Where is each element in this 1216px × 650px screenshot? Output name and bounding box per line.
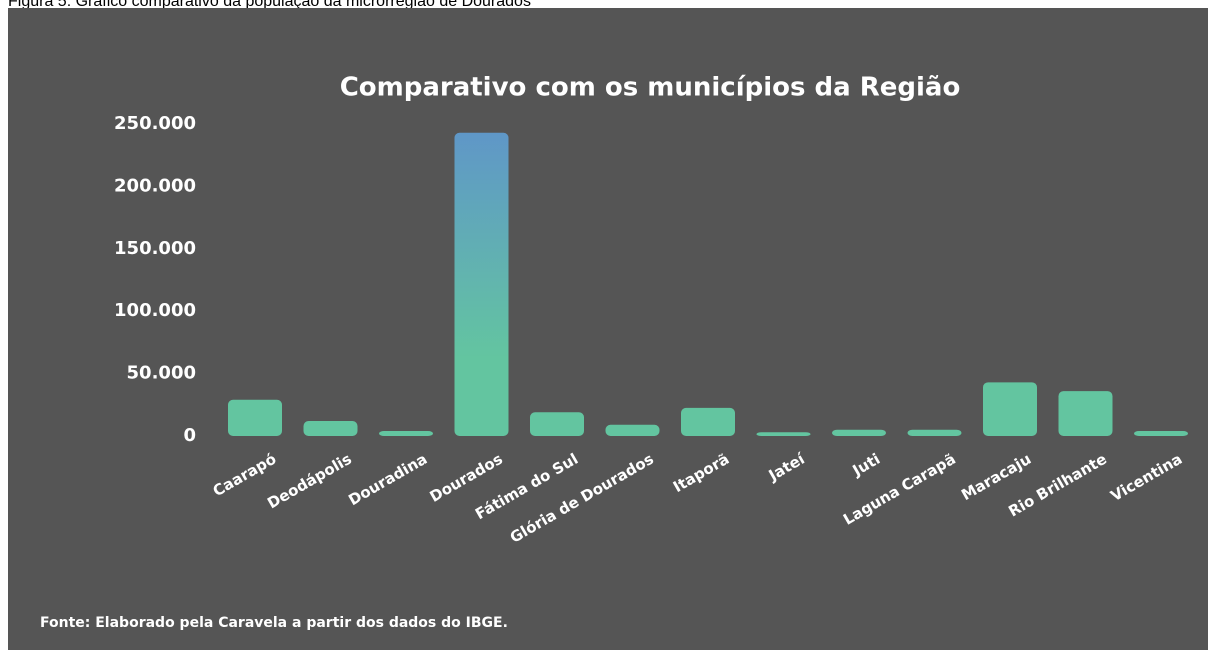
bar	[681, 407, 735, 436]
bar	[530, 412, 584, 436]
bar	[228, 399, 282, 436]
y-tick-label: 50.000	[127, 363, 196, 384]
bar	[907, 429, 962, 436]
bar	[1058, 391, 1113, 436]
source-note: Fonte: Elaborado pela Caravela a partir …	[40, 615, 508, 631]
bar	[983, 382, 1037, 436]
y-tick-label: 250.000	[114, 113, 196, 134]
chart-title: Comparativo com os municípios da Região	[340, 73, 961, 103]
caption: Figura 5: Gráfico comparativo da populaç…	[8, 0, 531, 10]
bar	[605, 424, 660, 436]
y-tick-label: 0	[183, 425, 196, 446]
y-tick-label: 150.000	[114, 238, 196, 259]
y-tick-label: 200.000	[114, 175, 196, 196]
bar	[303, 421, 358, 436]
bar	[756, 432, 811, 436]
chart-panel	[8, 8, 1208, 650]
bar	[379, 431, 433, 436]
bar	[454, 132, 509, 436]
bar	[1134, 431, 1188, 436]
bar	[832, 429, 886, 436]
y-tick-label: 100.000	[114, 300, 196, 321]
